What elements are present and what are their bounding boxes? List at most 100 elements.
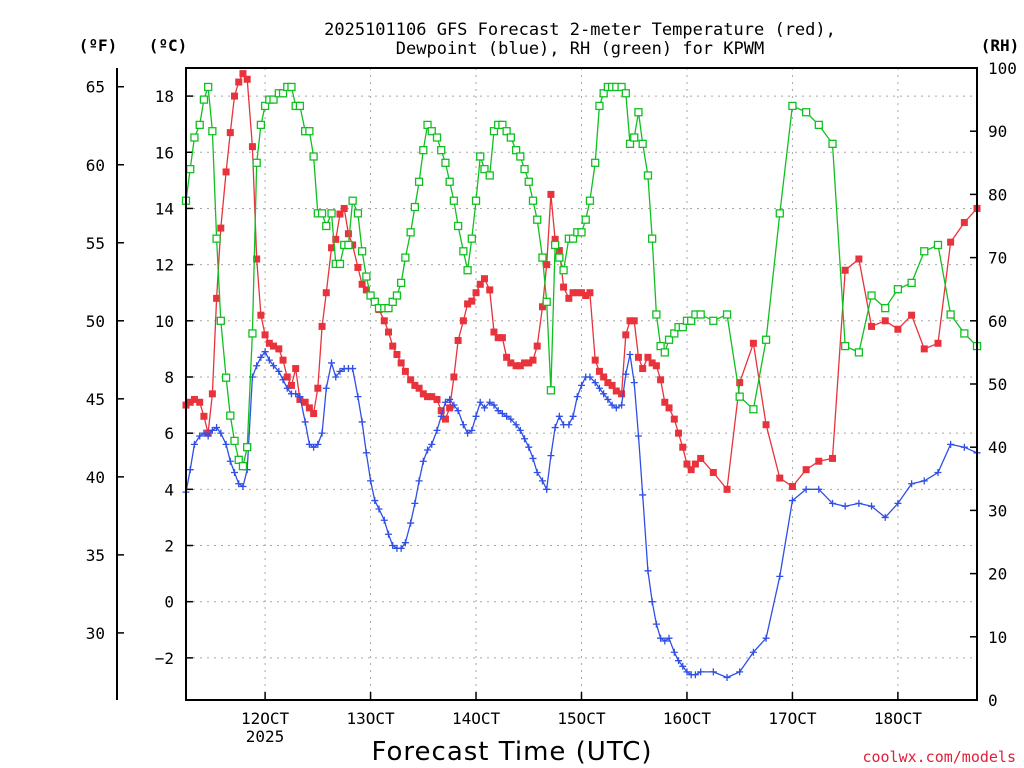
temperature-point [516,362,524,370]
dewpoint-point [908,480,916,488]
temperature-point [332,235,340,243]
dewpoint-point [292,390,300,398]
temperature-point [253,255,261,263]
rh-point [248,329,257,338]
temperature-point [344,230,352,238]
dewpoint-point [723,674,731,682]
temperature-point [265,339,273,347]
dewpoint-point [512,421,520,429]
rh-point [696,310,705,319]
temperature-point [573,289,581,297]
temperature-point [336,210,344,218]
rh-line [185,86,978,468]
x-tick-label: 13OCT [346,709,395,728]
rh-point [489,127,499,136]
temperature-point [675,429,683,437]
rh-point [634,108,643,117]
celsius-unit-label: (ºC) [149,36,188,55]
celsius-tick-label: 6 [164,424,174,443]
dewpoint-point [401,539,409,547]
temperature-point [208,390,216,398]
rh-point [260,101,270,111]
dewpoint-point [657,634,665,642]
temperature-point [459,317,467,325]
celsius-tick-label: 8 [164,368,174,387]
rh-point [946,310,955,319]
dewpoint-point [314,440,322,448]
temperature-point [687,466,695,474]
temperature-point [644,353,652,361]
dewpoint-point [305,440,313,448]
dewpoint-point [618,401,626,409]
rh-point [295,101,305,111]
celsius-tick-label: 12 [155,256,174,275]
dewpoint-point [486,398,494,406]
temperature-point [815,457,823,465]
rh-point [445,177,454,186]
dewpoint-point [543,485,551,493]
rh-point [441,158,450,167]
dewpoint-point [595,384,603,392]
rh-point [775,209,784,218]
rh-point [449,196,459,205]
rh-point [506,133,515,142]
dewpoint-point [634,432,642,440]
temperature-point [670,415,678,423]
rh-point [335,259,345,269]
temperature-point [709,468,717,476]
rh-point [221,373,231,382]
rh-point [735,392,744,401]
rh-point [722,310,732,319]
temperature-point [626,317,634,325]
rh-point [322,221,331,231]
dewpoint-point [855,499,863,507]
temperature-point [881,317,889,325]
dewpoint-point [367,477,375,485]
rh-point [353,209,363,218]
dewpoint-point [186,466,194,474]
temperature-point [464,300,472,308]
temperature-point [595,367,603,375]
rh-point [788,101,797,111]
dewpoint-point [881,513,889,521]
dewpoint-point [639,491,647,499]
rh-tick-label: 40 [988,438,1007,457]
dewpoint-point [749,648,757,656]
dewpoint-point [433,426,441,434]
temperature-point [547,190,555,198]
rh-point [502,127,511,136]
dewpoint-point [604,395,612,403]
rh-point [327,209,336,218]
temperature-point [697,454,705,462]
dewpoint-point [547,452,555,460]
dewpoint-point [283,384,291,392]
dewpoint-point [762,634,770,642]
temperature-point [630,317,638,325]
dewpoint-point [310,443,318,451]
dewpoint-point [608,401,616,409]
dewpoint-point [507,415,515,423]
temperature-point [358,280,366,288]
rh-point [344,240,353,250]
dewpoint-point [407,519,415,527]
temperature-point [947,238,955,246]
dewpoint-point [222,440,230,448]
temperature-point [723,485,731,493]
temperature-point [543,261,551,269]
dewpoint-point [279,376,287,384]
dewpoint-point [332,373,340,381]
rh-point [520,164,529,174]
temperature-point [618,390,626,398]
dewpoint-point [384,530,392,538]
dewpoint-point [538,477,546,485]
dewpoint-point [630,379,638,387]
dewpoint-point [521,435,529,443]
temperature-point [275,345,283,353]
dewpoint-point [275,367,283,375]
rh-point [664,335,674,344]
dewpoint-point [459,421,467,429]
rh-point [419,146,428,155]
temperature-point [424,393,432,401]
rh-point [599,89,608,98]
temperature-point [498,334,506,342]
